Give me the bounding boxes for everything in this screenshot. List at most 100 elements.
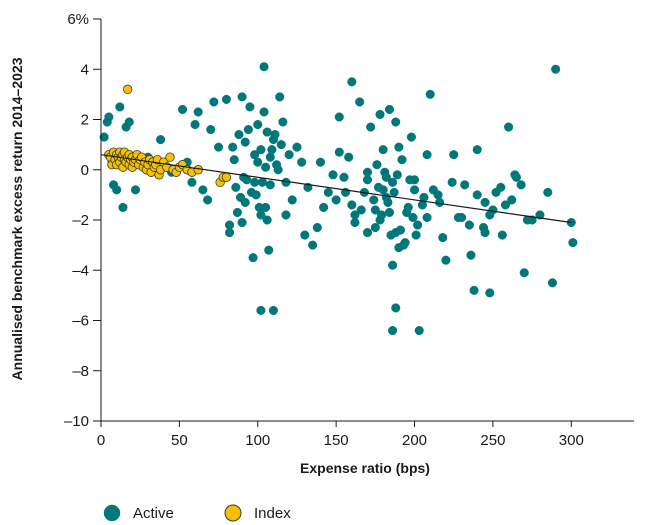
active-point xyxy=(391,117,401,127)
legend-index-marker xyxy=(224,504,242,522)
active-point xyxy=(389,187,399,197)
active-point xyxy=(372,160,382,170)
active-point xyxy=(328,170,338,180)
active-point xyxy=(124,117,134,127)
active-point xyxy=(497,230,507,240)
active-point xyxy=(384,104,394,114)
index-point xyxy=(165,152,175,162)
active-point xyxy=(344,152,354,162)
active-point xyxy=(257,177,268,187)
active-point xyxy=(193,107,203,117)
active-point xyxy=(356,205,366,215)
active-point xyxy=(366,122,376,132)
active-point xyxy=(394,142,404,152)
active-point xyxy=(253,157,263,167)
active-point xyxy=(234,130,244,140)
active-point xyxy=(422,150,432,160)
active-point xyxy=(323,187,333,197)
active-point xyxy=(300,230,310,240)
active-point xyxy=(262,215,272,225)
y-tick-label: 2 xyxy=(81,112,89,129)
active-point xyxy=(449,150,459,160)
active-point xyxy=(347,200,357,210)
trend-line xyxy=(100,154,572,224)
active-point xyxy=(229,155,239,165)
active-point xyxy=(369,195,379,205)
series-active xyxy=(99,62,578,336)
active-point xyxy=(224,228,235,238)
active-point xyxy=(265,180,275,190)
active-point xyxy=(362,175,373,185)
active-point xyxy=(248,253,258,263)
active-point xyxy=(177,104,188,114)
active-point xyxy=(409,185,420,195)
active-point xyxy=(287,195,297,205)
active-point xyxy=(391,303,401,313)
index-point xyxy=(221,172,232,182)
active-point xyxy=(250,177,260,187)
active-point xyxy=(388,326,398,336)
active-point xyxy=(243,125,253,135)
active-point xyxy=(466,250,476,260)
active-point xyxy=(112,185,122,195)
active-point xyxy=(237,217,247,228)
active-point xyxy=(228,142,238,152)
active-point xyxy=(221,94,231,104)
active-point xyxy=(375,109,385,120)
active-point xyxy=(383,197,393,207)
active-point xyxy=(504,122,514,132)
active-point xyxy=(261,162,271,172)
active-point xyxy=(156,135,166,145)
active-point xyxy=(370,222,380,233)
active-point xyxy=(500,200,511,210)
active-point xyxy=(392,170,402,180)
active-point xyxy=(447,177,457,187)
active-point xyxy=(203,195,213,205)
active-point xyxy=(237,92,247,102)
legend-active-marker xyxy=(103,504,121,522)
active-point xyxy=(491,187,501,197)
active-point xyxy=(464,220,474,230)
active-point xyxy=(254,202,264,212)
legend-active-label: Active xyxy=(133,505,174,522)
active-point xyxy=(206,125,216,135)
active-point xyxy=(460,180,470,190)
active-point xyxy=(362,228,373,238)
active-point xyxy=(547,278,558,288)
active-point xyxy=(273,165,283,175)
active-point xyxy=(315,157,326,167)
active-point xyxy=(472,190,482,200)
active-point xyxy=(384,207,394,218)
active-point xyxy=(339,172,349,182)
x-tick-label: 50 xyxy=(171,432,188,449)
y-tick-label: 4 xyxy=(81,61,89,78)
active-point xyxy=(510,170,520,180)
active-point xyxy=(256,145,266,155)
y-tick-label: –10 xyxy=(64,413,89,430)
y-axis-title: Annualised benchmark excess return 2014–… xyxy=(9,57,25,380)
legend: Active Index xyxy=(103,504,291,522)
active-point xyxy=(331,195,341,205)
active-point xyxy=(334,112,344,122)
y-tick-label: –4 xyxy=(72,262,89,279)
active-point xyxy=(284,150,294,160)
active-point xyxy=(312,222,322,233)
active-point xyxy=(190,119,200,130)
active-point xyxy=(438,233,448,243)
data-points xyxy=(99,62,578,336)
active-point xyxy=(377,210,387,220)
active-point xyxy=(209,97,219,107)
x-tick-label: 250 xyxy=(480,432,505,449)
x-tick-label: 0 xyxy=(97,432,105,449)
active-point xyxy=(435,197,445,207)
active-point xyxy=(253,119,263,130)
active-point xyxy=(308,240,318,250)
x-tick-label: 300 xyxy=(559,432,584,449)
trend-line-group xyxy=(100,154,572,224)
active-point xyxy=(214,142,224,152)
active-point xyxy=(104,112,114,122)
x-axis-title: Expense ratio (bps) xyxy=(300,460,430,476)
active-point xyxy=(259,62,269,72)
active-point xyxy=(472,145,482,155)
